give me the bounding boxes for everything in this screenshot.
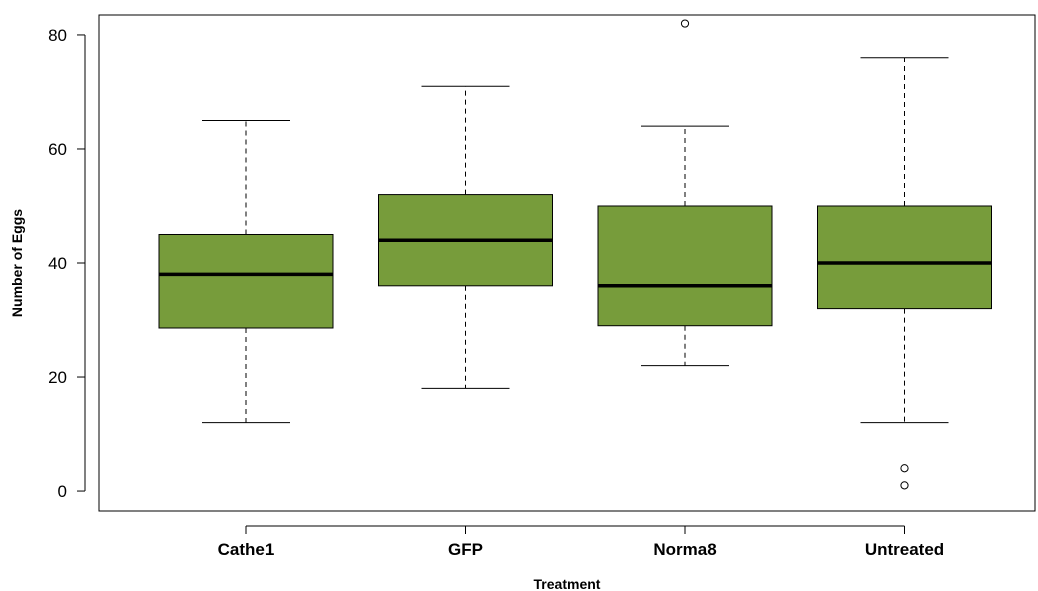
iqr-box [158,233,334,329]
box-group [817,57,992,490]
y-tick-label: 20 [48,368,67,387]
box-group [378,85,553,389]
box-group [158,119,334,424]
y-axis: 0 20 40 60 80 [48,26,86,501]
x-tick-label: Norma8 [653,540,716,559]
outlier-point [900,464,909,473]
y-tick-label: 40 [48,254,67,273]
x-tick-label: Untreated [865,540,944,559]
outlier-point [900,481,909,490]
x-axis: Cathe1 GFP Norma8 Untreated [218,525,944,559]
boxes [158,19,992,490]
y-tick-label: 60 [48,140,67,159]
box-group [597,19,773,367]
plot-frame [98,14,1036,512]
y-axis-title: Number of Eggs [9,209,25,317]
y-tick-label: 0 [58,482,67,501]
iqr-box [817,205,992,310]
iqr-box [597,205,773,327]
x-axis-title: Treatment [534,576,601,591]
x-tick-label: GFP [448,540,483,559]
outlier-point [680,19,690,28]
x-tick-label: Cathe1 [218,540,275,559]
y-tick-label: 80 [48,26,67,45]
